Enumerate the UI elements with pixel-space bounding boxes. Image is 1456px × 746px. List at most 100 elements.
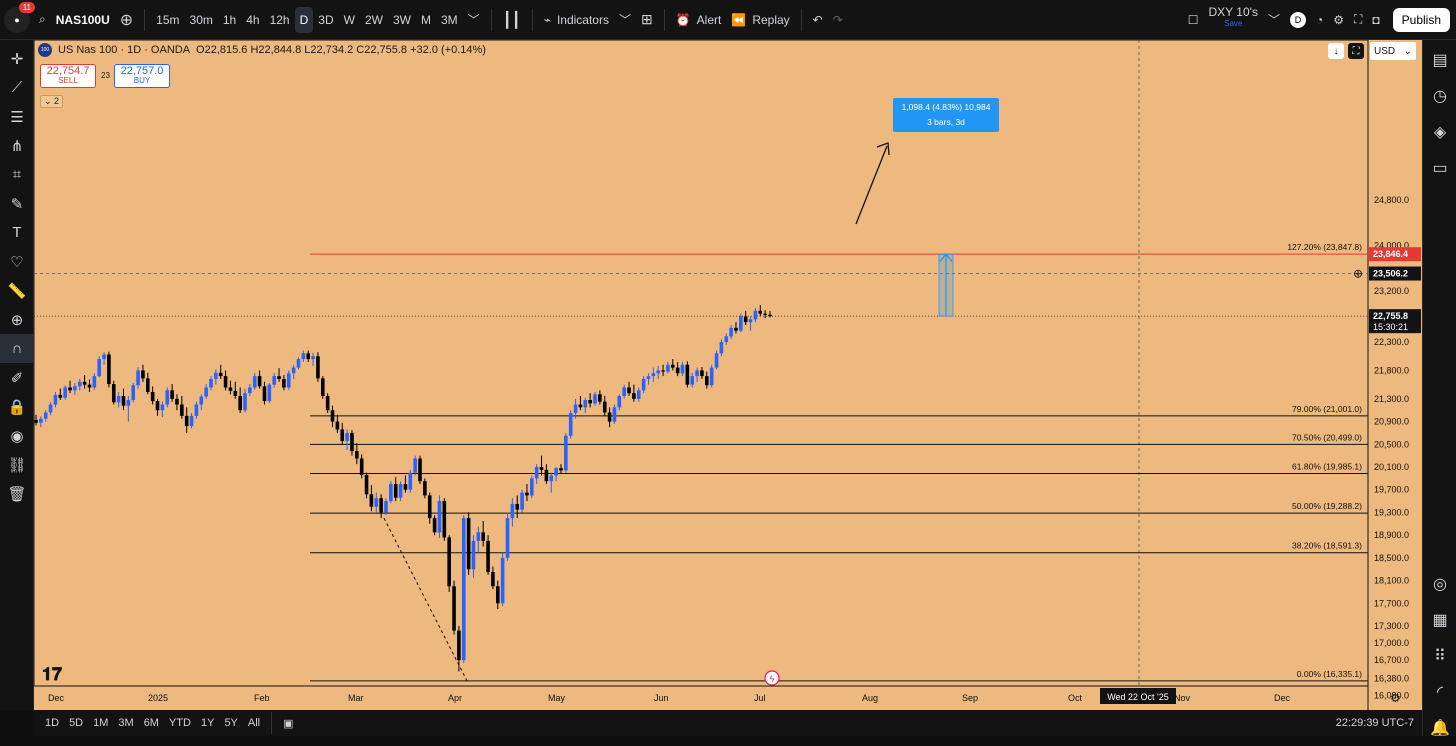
lock-drawing-icon[interactable]: ✐ [10,369,24,387]
user-avatar[interactable]: ● 11 [4,1,35,33]
candle [369,485,374,512]
candle [714,350,719,370]
chat-icon[interactable]: ▭ [1432,160,1448,177]
layout-square-icon[interactable]: ☐ [1187,12,1199,27]
trend-line-icon[interactable]: ⟋ [11,79,23,96]
text-icon[interactable]: T [12,224,22,241]
legend-title[interactable]: US Nas 100 · 1D · OANDA [58,44,191,56]
bell-icon[interactable]: 🔔 [1430,720,1450,737]
redo-icon[interactable]: ↷ [832,12,843,27]
range-1d[interactable]: 1D [45,717,60,729]
interval-4h[interactable]: 4h [246,12,260,27]
range-ytd[interactable]: YTD [168,717,191,729]
undo-icon[interactable]: ↶ [812,12,823,27]
horizontal-lines-icon[interactable]: ☰ [10,108,24,126]
brush-icon[interactable]: ✎ [10,195,24,213]
y-tick-label: 19,300.0 [1374,507,1409,517]
compare-symbol-icon[interactable]: ⊕ [119,11,134,29]
pitchfork-icon[interactable]: ⋔ [10,137,24,155]
interval-15m[interactable]: 15m [156,12,180,27]
buy-button[interactable]: 22,757.0 BUY [114,64,170,88]
quick-search-icon[interactable]: ◔ [1315,12,1324,27]
interval-30m[interactable]: 30m [189,12,213,27]
watchlist-icon[interactable]: ▤ [1432,52,1448,69]
scroll-down-icon[interactable]: ↓ [1328,43,1344,59]
symbol-search-button[interactable]: NAS100U [55,12,110,27]
interval-1h[interactable]: 1h [222,12,237,27]
apps-grid-icon[interactable]: ⠿ [1434,648,1446,665]
alert-button[interactable]: ⏰ Alert [671,7,727,33]
drawing-toolbar: ✛ ⟋ ☰ ⋔ ⌗ ✎ T ♡ 📏 ⊕ ∩ ✐ 🔒 ◉ ⛓ 🗑 [0,40,34,710]
chevron-down-icon[interactable]: ﹀ [1267,13,1280,27]
sell-button[interactable]: 22,754.7 SELL [40,64,96,88]
goto-date-icon[interactable]: ▣ [283,717,294,730]
zoom-in-icon[interactable]: ⊕ [10,311,24,329]
candle-body [111,384,116,403]
range-1y[interactable]: 1Y [200,717,215,729]
magnet-icon[interactable]: ∩ [0,334,34,363]
layout-name-button[interactable]: DXY 10's Save [1204,6,1263,33]
chevron-down-icon[interactable]: ﹀ [618,13,631,27]
dashed-trend-line[interactable] [383,517,468,682]
interval-3d[interactable]: 3D [318,12,334,27]
range-3m[interactable]: 3M [118,717,134,729]
camera-icon[interactable]: ◘ [1372,12,1380,27]
y-tick-label: 22,300.0 [1374,337,1409,347]
candle [437,495,442,539]
target-icon[interactable]: ◎ [1433,576,1447,593]
heart-icon[interactable]: ♡ [10,253,24,271]
candle [408,469,413,493]
ruler-icon[interactable]: 📏 [7,282,27,300]
range-all[interactable]: All [247,717,261,729]
alerts-clock-icon[interactable]: ◷ [1433,88,1447,105]
candle-type-icon[interactable]: ┃┃ [502,11,521,29]
broadcast-icon[interactable]: ◜ [1436,684,1444,701]
range-6m[interactable]: 6M [143,717,159,729]
candle-body [544,469,549,482]
chart-area[interactable]: 24,800.0 24,000.0 23,200.0 22,300.0 21,800.0… [34,40,1422,710]
interval-d[interactable]: D [294,6,314,33]
profile-button[interactable]: D [1285,7,1311,33]
settings-gear-icon[interactable]: ⚙ [1333,12,1344,27]
crosshair-icon[interactable]: ✛ [10,50,24,68]
candle-body [520,492,524,510]
axis-settings-gear-icon[interactable]: ⚙ [1390,691,1401,705]
pattern-icon[interactable]: ⌗ [12,166,22,183]
range-5y[interactable]: 5Y [224,717,238,729]
candle [355,443,359,465]
candle [311,352,315,366]
x-tick-label: May [548,693,566,703]
interval-12h[interactable]: 12h [269,12,290,27]
interval-3m[interactable]: 3M [440,12,458,27]
clock[interactable]: 22:29:39 UTC-7 [1335,717,1414,729]
interval-2w[interactable]: 2W [364,12,383,27]
indicators-button[interactable]: ⌁ Indicators [539,7,614,33]
candle [184,407,189,433]
indicator-layers-toggle[interactable]: ⌄ 2 [40,95,64,108]
lock-icon[interactable]: 🔒 [7,398,27,416]
replay-button[interactable]: ⏪ Replay [726,7,794,33]
trash-icon[interactable]: 🗑 [7,485,27,503]
chart-canvas[interactable]: 24,800.0 24,000.0 23,200.0 22,300.0 21,800.0… [34,40,1422,710]
range-1m[interactable]: 1M [93,717,109,729]
fib-level-label: 50.00% (19,288.2) [1292,501,1362,511]
fullscreen-icon[interactable]: ⛶ [1353,12,1363,26]
publish-button[interactable]: Publish [1392,7,1450,32]
interval-m[interactable]: M [420,12,431,27]
projection-arrow[interactable] [855,145,888,225]
layers-icon[interactable]: ◈ [1433,124,1447,141]
search-icon[interactable]: ⌕ [39,12,46,26]
eye-icon[interactable]: ◉ [10,427,24,445]
auto-scale-icon[interactable]: ⛶ [1348,43,1364,59]
currency-selector[interactable]: USD ⌄ [1370,42,1416,60]
add-alert-icon[interactable]: ⊕ [1353,267,1363,281]
link-icon[interactable]: ⛓ [7,456,27,474]
range-5d[interactable]: 5D [69,717,84,729]
candle [530,475,534,499]
templates-grid-icon[interactable]: ⊞ [640,11,653,27]
calendar-icon[interactable]: ▦ [1432,612,1448,629]
event-marker[interactable] [764,670,780,686]
interval-3w[interactable]: 3W [392,12,411,27]
chevron-down-icon[interactable]: ﹀ [467,13,480,27]
interval-w[interactable]: W [343,12,355,27]
